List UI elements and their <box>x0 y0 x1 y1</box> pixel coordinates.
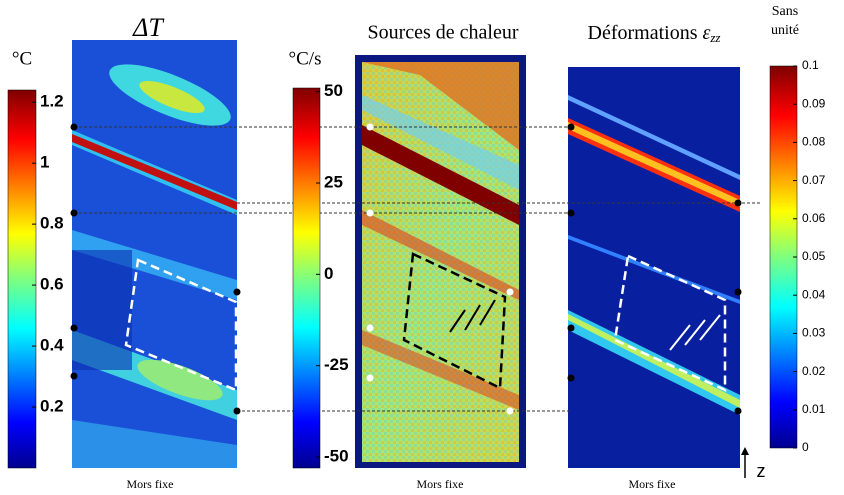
colorbar-tick-label: -50 <box>324 447 349 466</box>
title-subscript: zz <box>709 30 720 45</box>
colorbar-tick-label: 0.05 <box>802 249 826 263</box>
colorbar-tick-label: 0 <box>802 440 809 454</box>
colorbar <box>769 65 798 449</box>
colorbar-tick-label: 0.4 <box>40 336 64 355</box>
colorbar-tick-label: 0.02 <box>802 364 826 378</box>
heat-source-map <box>362 62 519 462</box>
footer: Mors fixe <box>417 477 464 491</box>
footer: Mors fixe <box>629 477 676 491</box>
axis-label: z <box>757 461 766 481</box>
panel-title: ΔT <box>132 13 164 42</box>
colorbar-tick-label: 0.1 <box>802 58 819 72</box>
colorbar-tick-label: 0.09 <box>802 96 826 110</box>
markers <box>366 123 514 415</box>
colorbar-tick-label: 0.08 <box>802 135 826 149</box>
colorbar-tick-label: 0.04 <box>802 287 826 301</box>
markers <box>70 123 742 415</box>
region-outline <box>402 252 507 390</box>
title-text: Déformations <box>588 22 698 44</box>
arrows <box>449 299 496 333</box>
colorbar-tick-label: 0.2 <box>40 397 64 416</box>
colorbar <box>7 89 37 469</box>
z-arrow-head <box>741 447 749 455</box>
colorbar <box>292 87 321 469</box>
temperature-map <box>72 40 237 468</box>
unit-box: Sans unité <box>771 4 799 38</box>
colorbar-tick-label: 1 <box>40 153 49 172</box>
arrows <box>669 314 721 351</box>
colorbar-tick-label: 0.03 <box>802 326 826 340</box>
colorbar-tick-label: 0.01 <box>802 402 826 416</box>
footer: Mors fixe <box>127 477 174 491</box>
colorbar-tick-label: -25 <box>324 355 349 374</box>
panel-title: Déformations εzz <box>588 22 721 45</box>
panel-title: Sources de chaleur <box>367 22 518 44</box>
unit-label: °C <box>12 48 32 69</box>
colorbar-tick-label: 1.2 <box>40 92 64 111</box>
region-outline <box>613 254 727 392</box>
colorbar-tick-label: 0.07 <box>802 173 826 187</box>
title-symbol: ε <box>702 22 710 44</box>
colorbar-tick-label: 0 <box>324 264 333 283</box>
colorbar-tick-label: 25 <box>324 172 343 191</box>
unit-label: Sans unité <box>771 4 799 38</box>
colorbar-tick-label: 0.8 <box>40 214 64 233</box>
region-outline <box>124 258 238 392</box>
guide-lines <box>74 126 760 412</box>
unit-label: °C/s <box>289 48 322 69</box>
colorbar-tick-label: 0.6 <box>40 275 64 294</box>
colorbar-tick-label: 0.06 <box>802 211 826 225</box>
colorbar-tick-label: 50 <box>324 81 343 100</box>
